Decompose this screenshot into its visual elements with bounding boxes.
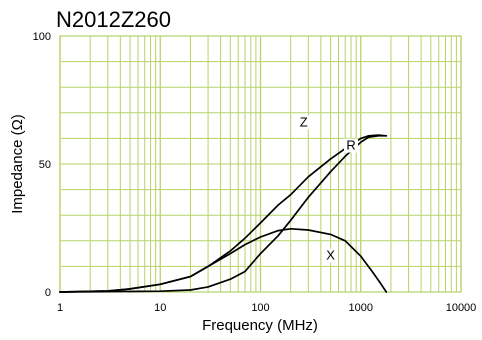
x-tick-label: 10000 [446, 302, 477, 314]
series-line-z [59, 134, 388, 293]
tick-labels: 1 10 100 1000 10000 0 50 100 [33, 31, 477, 314]
y-tick-label: 0 [45, 287, 51, 299]
curve-label-r: R [346, 138, 355, 153]
curve-label-x: X [326, 248, 335, 263]
series-lines [59, 134, 388, 293]
plot-frame [59, 35, 462, 293]
curve-label-background [344, 138, 359, 153]
x-tick-label: 1000 [349, 302, 373, 314]
curve-label-background [296, 115, 311, 130]
x-tick-label: 1 [57, 302, 63, 314]
series-line-x [59, 227, 388, 293]
y-tick-label: 50 [39, 159, 51, 171]
x-tick-label: 100 [251, 302, 269, 314]
y-tick-label: 100 [33, 31, 51, 43]
curve-label-background [323, 248, 338, 263]
curve-labels: Z R X [296, 115, 359, 263]
x-tick-label: 10 [154, 302, 166, 314]
y-axis-label: Impedance (Ω) [9, 114, 26, 214]
series-line-r [59, 134, 388, 293]
chart-title: N2012Z260 [56, 7, 171, 32]
x-axis-label: Frequency (MHz) [202, 317, 318, 334]
curve-label-z: Z [300, 115, 308, 130]
